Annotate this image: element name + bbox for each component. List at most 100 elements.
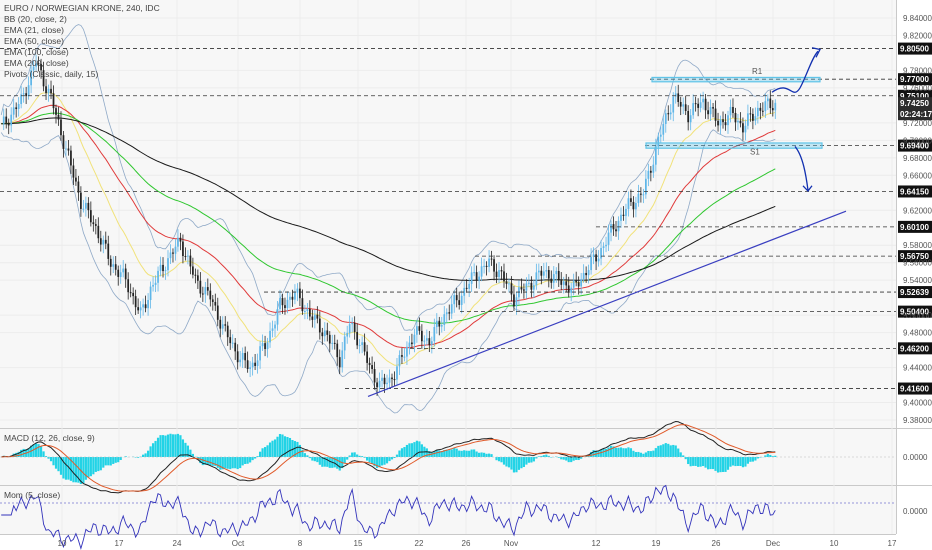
candle-body — [72, 165, 75, 178]
candle-body — [47, 88, 50, 94]
candle-body — [761, 110, 764, 112]
candle-body — [241, 353, 244, 360]
candle — [727, 110, 729, 134]
candle — [291, 289, 294, 307]
candle-body — [694, 103, 697, 105]
zone-support[interactable] — [645, 142, 823, 149]
candle-body — [10, 114, 13, 126]
candle-body — [376, 382, 378, 388]
candle-body — [572, 280, 575, 288]
candle — [142, 298, 144, 316]
candle-body — [669, 112, 672, 115]
bearish-arrow-path[interactable] — [794, 146, 809, 191]
candle — [530, 276, 533, 298]
time-tick-label: Nov — [504, 539, 518, 548]
candle-body — [398, 355, 401, 367]
candle — [122, 260, 125, 278]
macd-zero-label: 0.0000 — [903, 453, 928, 462]
candle — [289, 292, 291, 309]
candle-body — [189, 255, 192, 267]
candle — [682, 97, 685, 115]
candle — [468, 277, 471, 298]
candle-body — [343, 336, 346, 351]
candle-body — [279, 298, 281, 310]
legend-pivots[interactable]: Pivots (Classic, daily, 15) — [4, 69, 98, 79]
candle — [331, 334, 334, 350]
candle — [306, 302, 309, 320]
candle — [707, 101, 709, 120]
candle-body — [57, 114, 60, 120]
current-price-bg — [898, 97, 932, 121]
level-tag-bg — [898, 42, 932, 55]
candle — [109, 255, 112, 276]
candle — [286, 291, 289, 314]
candle-body — [416, 326, 418, 335]
candle — [127, 272, 130, 300]
mom-pane[interactable] — [0, 486, 896, 534]
candle — [453, 290, 456, 313]
candle-body — [37, 63, 40, 65]
level-tag: 9.56750 — [898, 250, 932, 263]
candle-body — [719, 119, 722, 126]
candle-body — [707, 110, 709, 115]
candle-body — [204, 287, 207, 295]
candle-body — [699, 102, 702, 108]
candle-body — [744, 125, 747, 133]
legend-ema100[interactable]: EMA (100, close) — [4, 47, 69, 57]
candle — [65, 141, 67, 156]
candle-body — [30, 70, 32, 86]
candle — [231, 334, 234, 349]
candle-body — [537, 270, 540, 273]
candle — [722, 111, 724, 129]
bullish-arrow-path[interactable] — [771, 50, 819, 93]
legend-bb[interactable]: BB (20, close, 2) — [4, 14, 67, 24]
candle — [664, 109, 667, 133]
candle — [694, 96, 697, 112]
price-tick-label: 9.72000 — [903, 119, 932, 128]
candle-body — [363, 342, 366, 352]
candle-body — [408, 342, 411, 347]
mom-title[interactable]: Mom (5, close) — [4, 490, 60, 500]
candle-body — [313, 314, 316, 320]
legend-ema200[interactable]: EMA (200, close) — [4, 58, 69, 68]
level-tag: 9.52639 — [898, 286, 932, 299]
macd-title[interactable]: MACD (12, 26, close, 9) — [4, 433, 95, 443]
candle-body — [510, 283, 513, 295]
candle — [366, 344, 368, 371]
candle-body — [154, 282, 157, 285]
candle-body — [692, 103, 695, 116]
time-tick-label: Dec — [766, 539, 780, 548]
candle — [528, 274, 530, 288]
candle — [391, 373, 393, 388]
candle-body — [523, 289, 525, 291]
candle — [513, 285, 515, 312]
candle-body — [249, 367, 252, 370]
candle — [535, 263, 538, 290]
candle-body — [582, 272, 585, 280]
legend-ema50[interactable]: EMA (50, close) — [4, 36, 64, 46]
candle-body — [284, 305, 286, 309]
level-tag-bg — [898, 286, 932, 299]
candle-body — [229, 337, 232, 344]
level-tag: 9.41600 — [898, 382, 932, 395]
candle-body — [724, 122, 727, 126]
candle — [739, 112, 742, 128]
current-price-label: 9.74250 — [900, 99, 929, 108]
zone-resistance[interactable] — [651, 76, 821, 83]
main-pane[interactable] — [0, 0, 896, 428]
candle-body — [577, 282, 580, 287]
candle-body — [80, 192, 82, 209]
candle-body — [562, 281, 565, 285]
candle — [756, 100, 759, 124]
candle — [657, 132, 660, 156]
candle — [642, 188, 645, 204]
uptrend-line[interactable] — [367, 210, 847, 397]
candle — [540, 265, 543, 285]
legend-ema21[interactable]: EMA (21, close) — [4, 25, 64, 35]
candle-body — [286, 299, 289, 309]
candle-body — [605, 244, 607, 247]
candle — [351, 317, 354, 333]
candle — [605, 236, 607, 253]
candle-body — [274, 324, 276, 329]
candle — [771, 100, 774, 117]
